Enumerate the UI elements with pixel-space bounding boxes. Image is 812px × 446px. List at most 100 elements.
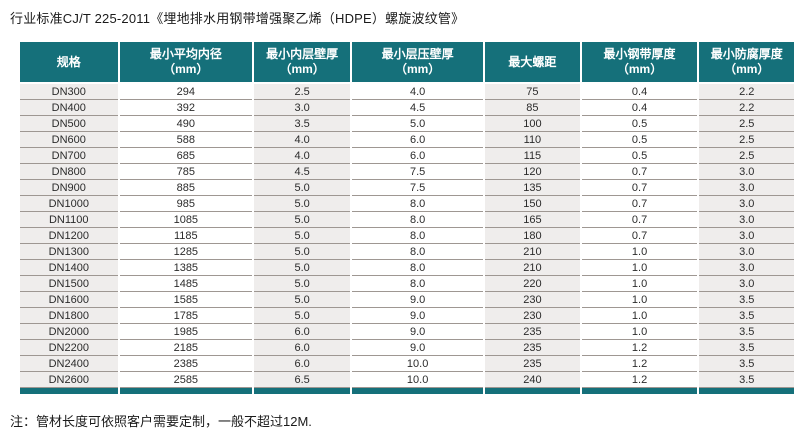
spec-cell: DN300 (20, 84, 118, 100)
value-cell: 85 (485, 100, 580, 116)
column-header-label: 最小钢带厚度 (603, 47, 676, 61)
value-cell: 3.0 (699, 196, 794, 212)
value-cell: 3.0 (254, 100, 351, 116)
value-cell: 6.0 (352, 132, 484, 148)
spec-cell: DN2400 (20, 356, 118, 372)
value-cell: 1.2 (581, 372, 698, 388)
value-cell: 2.2 (699, 84, 794, 100)
value-cell: 0.7 (581, 212, 698, 228)
value-cell: 0.7 (581, 164, 698, 180)
value-cell: 1.0 (581, 276, 698, 292)
value-cell: 240 (485, 372, 580, 388)
value-cell: 4.0 (352, 84, 484, 100)
column-header-1: 规格 (20, 42, 118, 84)
value-cell: 235 (485, 340, 580, 356)
value-cell: 5.0 (254, 244, 351, 260)
value-cell: 5.0 (254, 196, 351, 212)
value-cell: 8.0 (352, 212, 484, 228)
value-cell: 5.0 (254, 292, 351, 308)
value-cell: 5.0 (254, 276, 351, 292)
spec-cell: DN1400 (20, 260, 118, 276)
value-cell: 135 (485, 180, 580, 196)
value-cell: 2.5 (699, 132, 794, 148)
table-row: DN1200 1185 5.0 8.0 180 0.7 3.0 (20, 228, 794, 244)
spec-cell: DN1100 (20, 212, 118, 228)
value-cell: 165 (485, 212, 580, 228)
value-cell: 1585 (119, 292, 253, 308)
value-cell: 6.5 (254, 372, 351, 388)
value-cell: 230 (485, 308, 580, 324)
value-cell: 392 (119, 100, 253, 116)
column-header-6: 最小钢带厚度 （mm） (581, 42, 698, 84)
value-cell: 985 (119, 196, 253, 212)
column-header-3: 最小内层壁厚 （mm） (254, 42, 351, 84)
value-cell: 5.0 (254, 212, 351, 228)
value-cell: 110 (485, 132, 580, 148)
value-cell: 0.4 (581, 100, 698, 116)
value-cell: 9.0 (352, 308, 484, 324)
column-header-unit: （mm） (616, 62, 663, 76)
column-header-5: 最大螺距 (485, 42, 580, 84)
spec-cell: DN1800 (20, 308, 118, 324)
value-cell: 3.0 (699, 260, 794, 276)
table-row: DN1300 1285 5.0 8.0 210 1.0 3.0 (20, 244, 794, 260)
value-cell: 8.0 (352, 196, 484, 212)
value-cell: 3.0 (699, 180, 794, 196)
value-cell: 1.2 (581, 340, 698, 356)
spec-cell: DN1000 (20, 196, 118, 212)
value-cell: 1.2 (581, 356, 698, 372)
value-cell: 4.5 (352, 100, 484, 116)
table-bottom-bar-segment (352, 388, 484, 394)
value-cell: 75 (485, 84, 580, 100)
spec-table: 规格 最小平均内径 （mm） 最小内层壁厚 （mm） 最小层压壁厚 （mm） 最大螺距 最小钢带… (18, 42, 796, 394)
page-title: 行业标准CJ/T 225-2011《埋地排水用钢带增强聚乙烯（HDPE）螺旋波纹… (10, 11, 465, 26)
column-header-2: 最小平均内径 （mm） (119, 42, 253, 84)
footnote: 注：管材长度可依照客户需要定制，一般不超过12M. (10, 414, 312, 429)
value-cell: 235 (485, 356, 580, 372)
value-cell: 0.5 (581, 132, 698, 148)
value-cell: 1185 (119, 228, 253, 244)
value-cell: 0.4 (581, 84, 698, 100)
spec-cell: DN400 (20, 100, 118, 116)
value-cell: 3.0 (699, 228, 794, 244)
value-cell: 0.7 (581, 228, 698, 244)
spec-cell: DN2200 (20, 340, 118, 356)
value-cell: 180 (485, 228, 580, 244)
column-header-label: 最小防腐厚度 (710, 47, 783, 61)
value-cell: 1.0 (581, 260, 698, 276)
value-cell: 6.0 (254, 340, 351, 356)
value-cell: 1285 (119, 244, 253, 260)
value-cell: 5.0 (352, 116, 484, 132)
value-cell: 1785 (119, 308, 253, 324)
table-bottom-bar-segment (254, 388, 351, 394)
value-cell: 3.5 (699, 340, 794, 356)
table-row: DN2600 2585 6.5 10.0 240 1.2 3.5 (20, 372, 794, 388)
value-cell: 2.5 (699, 116, 794, 132)
value-cell: 2.5 (254, 84, 351, 100)
value-cell: 3.5 (699, 372, 794, 388)
spec-cell: DN1300 (20, 244, 118, 260)
table-row: DN900 885 5.0 7.5 135 0.7 3.0 (20, 180, 794, 196)
table-bottom-bar-segment (20, 388, 118, 394)
value-cell: 0.5 (581, 148, 698, 164)
value-cell: 230 (485, 292, 580, 308)
value-cell: 9.0 (352, 340, 484, 356)
value-cell: 3.0 (699, 164, 794, 180)
value-cell: 8.0 (352, 244, 484, 260)
column-header-4: 最小层压壁厚 （mm） (352, 42, 484, 84)
value-cell: 120 (485, 164, 580, 180)
value-cell: 4.5 (254, 164, 351, 180)
value-cell: 490 (119, 116, 253, 132)
spec-cell: DN2600 (20, 372, 118, 388)
value-cell: 7.5 (352, 164, 484, 180)
value-cell: 5.0 (254, 260, 351, 276)
spec-cell: DN600 (20, 132, 118, 148)
column-header-unit: （mm） (394, 62, 441, 76)
table-bottom-bar-segment (485, 388, 580, 394)
value-cell: 685 (119, 148, 253, 164)
value-cell: 1385 (119, 260, 253, 276)
column-header-label: 规格 (56, 54, 81, 69)
column-header-unit: （mm） (163, 62, 209, 76)
spec-cell: DN1200 (20, 228, 118, 244)
value-cell: 5.0 (254, 180, 351, 196)
